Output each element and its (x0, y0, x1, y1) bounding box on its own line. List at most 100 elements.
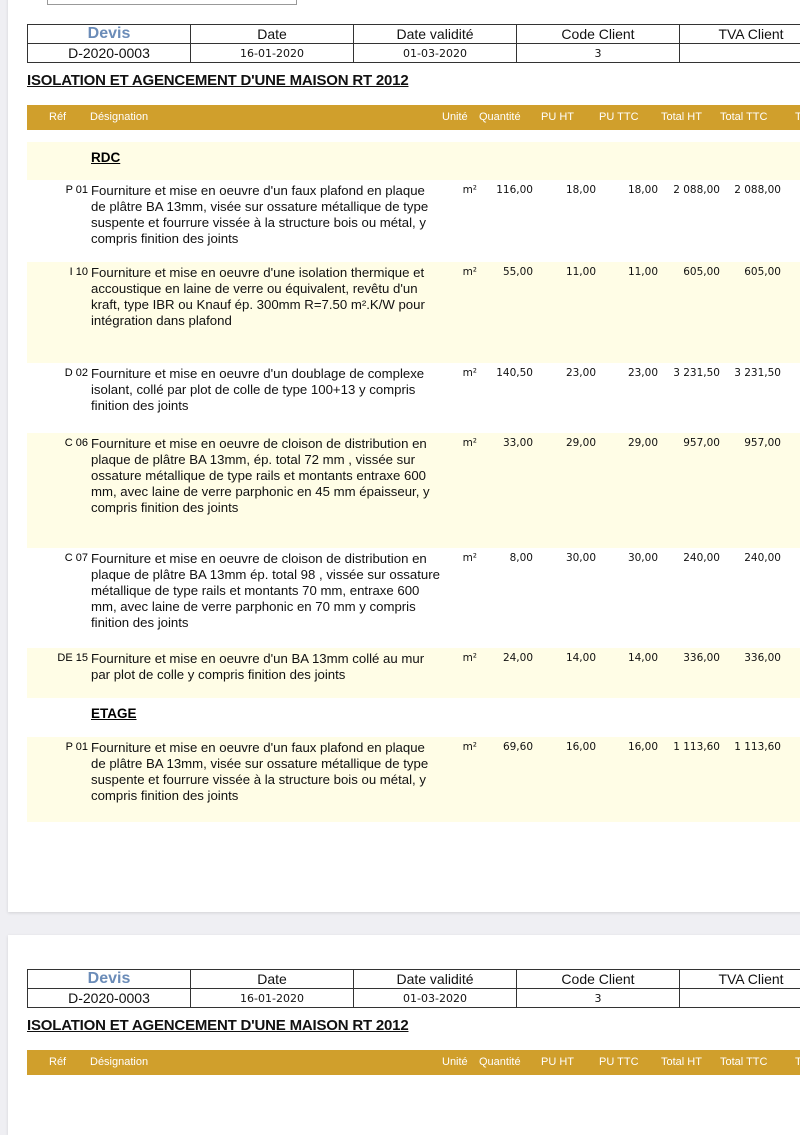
date-validite-value: 01-03-2020 (354, 44, 517, 63)
item-quantite: 55,00 (503, 266, 533, 278)
item-pu-ttc: 14,00 (628, 652, 658, 664)
item-quantite: 140,50 (496, 367, 533, 379)
item-pu-ttc: 18,00 (628, 184, 658, 196)
column-header-quantite: Quantité (479, 111, 521, 123)
item-total-ht: 1 113,60 (673, 741, 720, 753)
item-ref: P 01 (66, 741, 88, 753)
document-title: ISOLATION ET AGENCEMENT D'UNE MAISON RT … (27, 1017, 408, 1034)
column-header-extra: T (795, 111, 800, 123)
item-total-ht: 240,00 (683, 552, 720, 564)
devis-value: D-2020-0003 (28, 989, 191, 1008)
item-total-ttc: 3 231,50 (734, 367, 781, 379)
tva-client-value (680, 989, 800, 1008)
item-total-ttc: 1 113,60 (734, 741, 781, 753)
item-total-ttc: 605,00 (744, 266, 781, 278)
column-header-pu-ht: PU HT (541, 1056, 574, 1068)
item-ref: C 06 (65, 437, 88, 449)
column-header-total-ttc: Total TTC (720, 1056, 767, 1068)
devis-label: Devis (28, 970, 191, 989)
item-quantite: 8,00 (510, 552, 533, 564)
column-header-ref: Réf (49, 1056, 66, 1068)
column-header-total-ttc: Total TTC (720, 111, 767, 123)
item-ref: P 01 (66, 184, 88, 196)
section-row: RDC (27, 142, 800, 180)
item-quantite: 33,00 (503, 437, 533, 449)
date-label: Date (191, 970, 354, 989)
item-pu-ttc: 29,00 (628, 437, 658, 449)
devis-value: D-2020-0003 (28, 44, 191, 63)
item-pu-ht: 18,00 (566, 184, 596, 196)
item-unite: m² (463, 266, 477, 278)
code-client-label: Code Client (517, 25, 680, 44)
item-designation: Fourniture et mise en oeuvre d'un doubla… (91, 363, 443, 414)
item-pu-ttc: 16,00 (628, 741, 658, 753)
item-designation: Fourniture et mise en oeuvre d'un BA 13m… (91, 648, 443, 683)
item-ref: DE 15 (57, 652, 88, 664)
item-designation: Fourniture et mise en oeuvre d'un faux p… (91, 180, 443, 247)
item-unite: m² (463, 437, 477, 449)
column-header-total-ht: Total HT (661, 1056, 702, 1068)
section-label: ETAGE (91, 698, 800, 721)
item-total-ttc: 240,00 (744, 552, 781, 564)
item-total-ttc: 2 088,00 (734, 184, 781, 196)
item-designation: Fourniture et mise en oeuvre d'un faux p… (91, 737, 443, 804)
column-header-pu-ttc: PU TTC (599, 1056, 639, 1068)
item-total-ht: 957,00 (683, 437, 720, 449)
code-client-label: Code Client (517, 970, 680, 989)
column-header-extra: T (795, 1056, 800, 1068)
item-total-ttc: 336,00 (744, 652, 781, 664)
code-client-value: 3 (517, 989, 680, 1008)
column-header-designation: Désignation (90, 1056, 148, 1068)
tva-client-label: TVA Client (680, 25, 800, 44)
date-validite-label: Date validité (354, 25, 517, 44)
column-header-ref: Réf (49, 111, 66, 123)
item-unite: m² (463, 184, 477, 196)
item-pu-ht: 30,00 (566, 552, 596, 564)
item-unite: m² (463, 367, 477, 379)
item-designation: Fourniture et mise en oeuvre d'une isola… (91, 262, 443, 329)
item-quantite: 116,00 (496, 184, 533, 196)
section-label: RDC (91, 142, 800, 165)
date-validite-value: 01-03-2020 (354, 989, 517, 1008)
tva-client-label: TVA Client (680, 970, 800, 989)
item-total-ht: 2 088,00 (673, 184, 720, 196)
devis-label: Devis (28, 25, 191, 44)
date-value: 16-01-2020 (191, 44, 354, 63)
column-header-unite: Unité (442, 111, 468, 123)
item-pu-ttc: 23,00 (628, 367, 658, 379)
item-designation: Fourniture et mise en oeuvre de cloison … (91, 548, 443, 631)
date-label: Date (191, 25, 354, 44)
column-header-pu-ht: PU HT (541, 111, 574, 123)
column-header-quantite: Quantité (479, 1056, 521, 1068)
address-box (47, 0, 297, 5)
item-pu-ht: 11,00 (566, 266, 596, 278)
section-row: ETAGE (27, 698, 800, 737)
item-unite: m² (463, 741, 477, 753)
item-quantite: 24,00 (503, 652, 533, 664)
item-pu-ht: 23,00 (566, 367, 596, 379)
item-pu-ttc: 30,00 (628, 552, 658, 564)
column-header-total-ht: Total HT (661, 111, 702, 123)
document-title: ISOLATION ET AGENCEMENT D'UNE MAISON RT … (27, 72, 408, 89)
item-total-ht: 3 231,50 (673, 367, 720, 379)
item-total-ht: 336,00 (683, 652, 720, 664)
item-ref: I 10 (70, 266, 88, 278)
date-value: 16-01-2020 (191, 989, 354, 1008)
